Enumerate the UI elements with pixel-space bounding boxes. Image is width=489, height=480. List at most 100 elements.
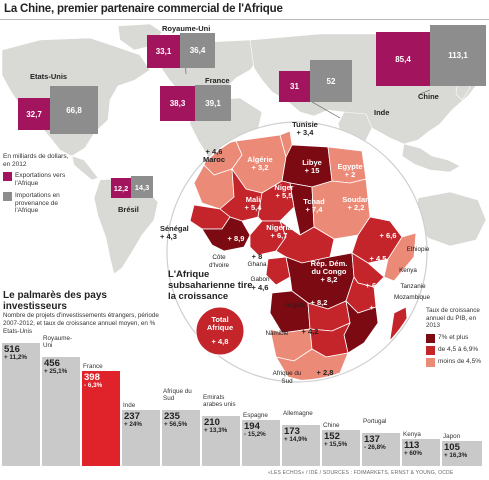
label-china: Chine — [418, 92, 439, 101]
tunisia-growth: + 3,4 — [296, 128, 314, 137]
morocco-growth: + 4,6 — [205, 147, 223, 156]
ghana-name: Ghana — [247, 261, 267, 268]
investor-bar-name: Royaume-Uni — [43, 335, 73, 349]
growth-legend: Taux de croissance annuel du PIB, en 201… — [426, 307, 488, 367]
label-mozambique: Mozambique — [393, 294, 431, 301]
growth-low-label: moins de 4,5% — [438, 357, 481, 365]
senegal-growth: + 4,3 — [160, 232, 177, 241]
investor-bar-value: 210 — [204, 417, 220, 428]
investor-bar-value: 194 — [244, 421, 260, 432]
brazil-imports-box: 14,3 — [131, 176, 153, 198]
uk-imports-box: 36,4 — [180, 33, 215, 68]
investor-bar-value: 235 — [164, 411, 180, 422]
libya-name: Libye — [302, 158, 322, 167]
total-africa-growth: + 4,8 — [211, 337, 229, 346]
label-niger: Niger + 5,5 — [268, 184, 300, 200]
drc-name: Rép. Dém. du Congo — [310, 259, 348, 276]
algeria-growth: + 3,2 — [251, 163, 269, 172]
label-morocco: + 4,6 Maroc — [198, 148, 230, 164]
legend-exports: Exportations vers l'Afrique — [3, 172, 73, 187]
label-usa: Etats-Unis — [30, 72, 68, 81]
niger-region — [257, 180, 295, 222]
label-ghana: + 8 Ghana — [244, 253, 270, 269]
growth-legend-title: Taux de croissance annuel du PIB, en 201… — [426, 307, 480, 329]
growth-mid-swatch — [426, 345, 435, 355]
china-imports-box: 113,1 — [430, 25, 486, 86]
algeria-name: Algérie — [247, 155, 273, 164]
label-kenya: Kenya — [399, 267, 417, 274]
india-imports-box: 52 — [310, 60, 352, 102]
label-brazil: Brésil — [118, 205, 139, 214]
growth-high-label: 7% et plus — [438, 333, 469, 341]
label-cote-ivoire: Côte d'Ivoire — [208, 254, 230, 269]
southeast-asia-shape — [401, 143, 461, 173]
investor-bar-growth: - 15,2% — [244, 431, 266, 438]
investor-bar-name: Emirats arabes unis — [203, 394, 236, 408]
senegal-name: Sénégal — [160, 224, 189, 233]
label-sudan: Soudan + 2,2 — [336, 196, 376, 212]
label-senegal: Sénégal + 4,3 — [160, 225, 196, 241]
investor-bar-name: Inde — [123, 402, 136, 409]
label-algeria: Algérie + 3,2 — [240, 156, 280, 172]
south-africa-region — [275, 348, 349, 380]
investor-bar-value: 173 — [284, 426, 300, 437]
legend-imports-swatch — [3, 192, 12, 201]
sudan-growth: + 2,2 — [347, 203, 365, 212]
investor-bar: 194- 15,2% — [242, 420, 280, 466]
investor-bar-name: Chine — [323, 422, 340, 429]
investor-bar: 113 + 60% — [402, 439, 440, 466]
legend-exports-label: Exportations vers l'Afrique — [15, 172, 66, 187]
investor-bar-name: Allemagne — [283, 410, 313, 417]
investor-bar: 152 + 15,5% — [322, 430, 360, 466]
label-nigeria: Nigeria + 6,7 — [262, 224, 296, 240]
growth-legend-mid: de 4,5 à 6,9% — [426, 345, 488, 355]
france-imports-box: 39,1 — [195, 85, 231, 121]
label-south-africa-value: + 2,8 — [316, 368, 334, 377]
investor-bar-name: Espagne — [243, 412, 268, 419]
source-note: «LES ECHOS» / IDÉ / SOURCES : FDIMARKETS… — [268, 470, 454, 476]
africa-zoom-map — [166, 121, 428, 383]
niger-growth: + 5,5 — [275, 191, 293, 200]
investor-bar-growth: + 15,5% — [324, 441, 348, 448]
legend-exports-swatch — [3, 172, 12, 181]
egypt-name: Egypte — [337, 162, 363, 171]
tunisia-name: Tunisie — [292, 120, 318, 129]
growth-high-swatch — [426, 333, 435, 343]
total-africa-badge — [195, 306, 245, 356]
label-cote-ivoire-value: + 8,9 — [224, 235, 248, 243]
label-total-africa: Total Afrique + 4,8 — [198, 316, 242, 346]
investor-bar-value: 516 — [4, 344, 20, 355]
label-egypt: Egypte + 2 — [332, 163, 368, 179]
mali-growth: + 5,4 — [244, 203, 262, 212]
cote-ivoire-growth: + 8,9 — [227, 234, 245, 243]
brazil-exports-box: 12,2 — [111, 178, 131, 198]
ghana-growth: + 8 — [251, 252, 263, 261]
label-uk: Royaume-Uni — [162, 24, 211, 33]
egypt-growth: + 2 — [344, 170, 356, 179]
label-libya: Libye + 15 — [294, 159, 330, 175]
india-exports-box: 31 — [279, 71, 310, 102]
investor-bar-name: Etats-Unis — [3, 328, 33, 335]
investor-bar-name: Portugal — [363, 418, 387, 425]
investor-bar-name: Kenya — [403, 431, 421, 438]
investor-bar-growth: + 13,3% — [204, 427, 228, 434]
label-ethiopia: Ethiopie — [406, 246, 430, 253]
label-france: France — [205, 76, 230, 85]
label-tanzania: Tanzanie — [400, 283, 426, 290]
label-angola-value: + 8,2 — [310, 298, 328, 307]
niger-name: Niger — [274, 183, 294, 192]
investor-bar-name: France — [83, 363, 103, 370]
investor-bar-growth: + 11,2% — [4, 354, 27, 361]
investor-bar-name: Japon — [443, 433, 461, 440]
investor-bar-growth: - 6,3% — [84, 382, 103, 389]
investor-bar-growth: - 26,8% — [364, 444, 386, 451]
investor-bar: 456 + 25,1% — [42, 357, 80, 466]
label-drc: Rép. Dém. du Congo + 8,2 — [306, 260, 352, 284]
france-exports-box: 38,3 — [160, 86, 195, 121]
investor-bar-growth: + 24% — [124, 421, 143, 428]
label-tanzania-value: + 6,9 — [365, 281, 383, 290]
growth-mid-label: de 4,5 à 6,9% — [438, 345, 479, 353]
investor-bar-growth: + 14,9% — [284, 436, 308, 443]
label-gabon: Gabon + 4,6 — [246, 276, 274, 292]
label-chad: Tchad + 7,4 — [298, 198, 330, 214]
